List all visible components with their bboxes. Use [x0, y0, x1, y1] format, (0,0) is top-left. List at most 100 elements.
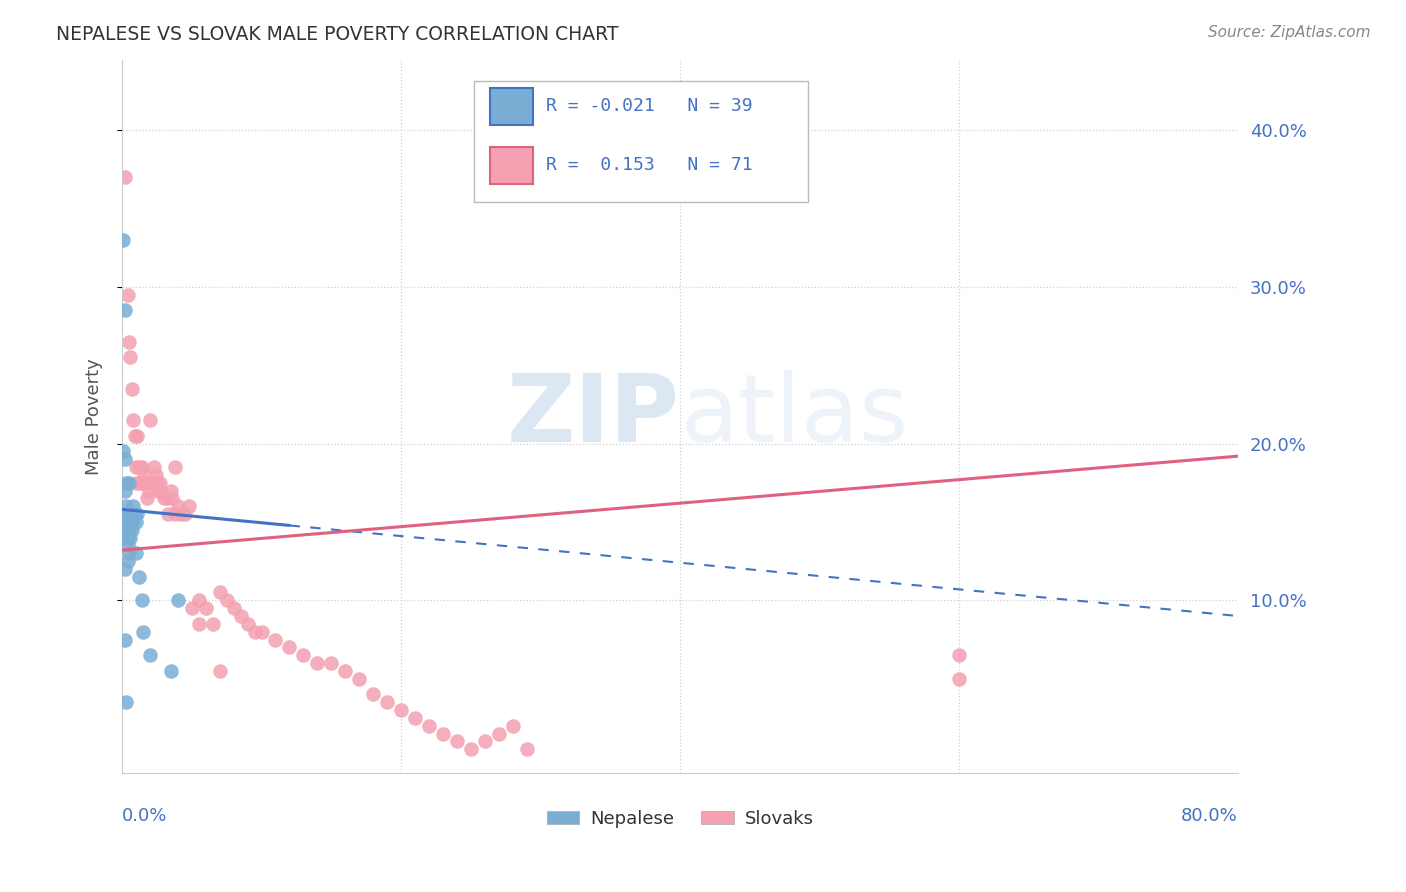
Point — [201, 616, 224, 631]
Point — [347, 672, 370, 686]
Point — [418, 719, 440, 733]
Point — [169, 507, 191, 521]
Point — [112, 233, 135, 247]
Point — [115, 515, 138, 529]
Point — [948, 672, 970, 686]
Point — [165, 460, 187, 475]
Point — [112, 531, 135, 545]
Point — [404, 711, 426, 725]
Point — [361, 687, 384, 701]
Point — [321, 656, 343, 670]
Point — [122, 413, 145, 427]
Point — [229, 609, 252, 624]
Point — [114, 562, 136, 576]
Text: 80.0%: 80.0% — [1181, 807, 1237, 825]
Point — [278, 640, 301, 655]
Point — [236, 616, 259, 631]
Point — [127, 429, 149, 443]
Point — [136, 491, 159, 506]
Point — [118, 523, 141, 537]
Point — [117, 554, 139, 568]
Point — [115, 475, 138, 490]
Point — [128, 570, 150, 584]
Text: atlas: atlas — [681, 370, 908, 462]
Point — [138, 483, 160, 498]
Point — [516, 742, 538, 756]
Point — [114, 303, 136, 318]
Point — [117, 287, 139, 301]
Point — [117, 539, 139, 553]
Point — [149, 475, 172, 490]
Point — [132, 475, 155, 490]
Point — [131, 460, 153, 475]
Point — [117, 523, 139, 537]
Point — [432, 726, 454, 740]
Text: ZIP: ZIP — [508, 370, 681, 462]
Text: NEPALESE VS SLOVAK MALE POVERTY CORRELATION CHART: NEPALESE VS SLOVAK MALE POVERTY CORRELAT… — [56, 25, 619, 44]
Point — [502, 719, 524, 733]
Point — [187, 593, 209, 607]
Point — [112, 444, 135, 458]
Point — [120, 531, 142, 545]
Point — [134, 467, 156, 482]
Point — [114, 452, 136, 467]
Point — [118, 334, 141, 349]
Point — [122, 507, 145, 521]
Point — [243, 624, 266, 639]
Point — [150, 483, 173, 498]
Point — [166, 500, 188, 514]
Text: 0.0%: 0.0% — [122, 807, 167, 825]
Point — [474, 734, 496, 748]
Point — [375, 695, 398, 709]
Y-axis label: Male Poverty: Male Poverty — [86, 358, 103, 475]
Point — [118, 475, 141, 490]
Point — [114, 170, 136, 185]
Text: R =  0.153   N = 71: R = 0.153 N = 71 — [546, 156, 752, 174]
Point — [118, 546, 141, 560]
Point — [157, 507, 180, 521]
FancyBboxPatch shape — [474, 81, 808, 202]
Point — [112, 507, 135, 521]
Point — [132, 624, 155, 639]
Point — [488, 726, 510, 740]
Point — [125, 546, 148, 560]
Bar — [491, 147, 533, 185]
Point — [180, 601, 202, 615]
Point — [173, 507, 195, 521]
Point — [120, 351, 142, 365]
Point — [128, 460, 150, 475]
Point — [215, 593, 238, 607]
Point — [131, 593, 153, 607]
Point — [124, 507, 146, 521]
Point — [125, 460, 148, 475]
Point — [208, 585, 231, 599]
Point — [292, 648, 315, 663]
Point — [162, 491, 184, 506]
Point — [948, 648, 970, 663]
Point — [177, 500, 200, 514]
Point — [139, 648, 162, 663]
Point — [139, 413, 162, 427]
Point — [115, 500, 138, 514]
Point — [194, 601, 217, 615]
Point — [129, 475, 152, 490]
Text: Source: ZipAtlas.com: Source: ZipAtlas.com — [1208, 25, 1371, 40]
Bar — [491, 88, 533, 125]
Point — [153, 491, 176, 506]
Point — [187, 616, 209, 631]
Point — [121, 523, 143, 537]
Point — [250, 624, 273, 639]
Point — [145, 467, 167, 482]
Point — [264, 632, 287, 647]
Point — [121, 515, 143, 529]
Point — [115, 695, 138, 709]
Point — [122, 500, 145, 514]
Point — [121, 507, 143, 521]
Point — [148, 483, 170, 498]
Point — [121, 382, 143, 396]
Point — [142, 475, 165, 490]
Point — [124, 429, 146, 443]
Point — [166, 593, 188, 607]
Point — [160, 664, 183, 678]
Point — [146, 475, 169, 490]
